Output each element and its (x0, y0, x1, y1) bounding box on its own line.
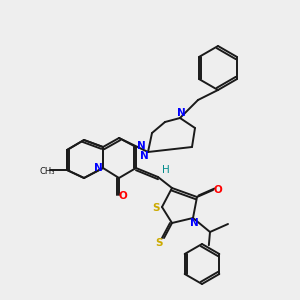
Text: CH₃: CH₃ (39, 167, 55, 176)
Text: S: S (152, 203, 160, 213)
Text: H: H (162, 165, 170, 175)
Text: S: S (155, 238, 163, 248)
Text: N: N (190, 218, 198, 228)
Text: N: N (140, 151, 148, 161)
Text: O: O (118, 191, 127, 201)
Text: N: N (136, 141, 146, 151)
Text: O: O (214, 185, 222, 195)
Text: N: N (177, 108, 185, 118)
Text: N: N (94, 163, 102, 173)
